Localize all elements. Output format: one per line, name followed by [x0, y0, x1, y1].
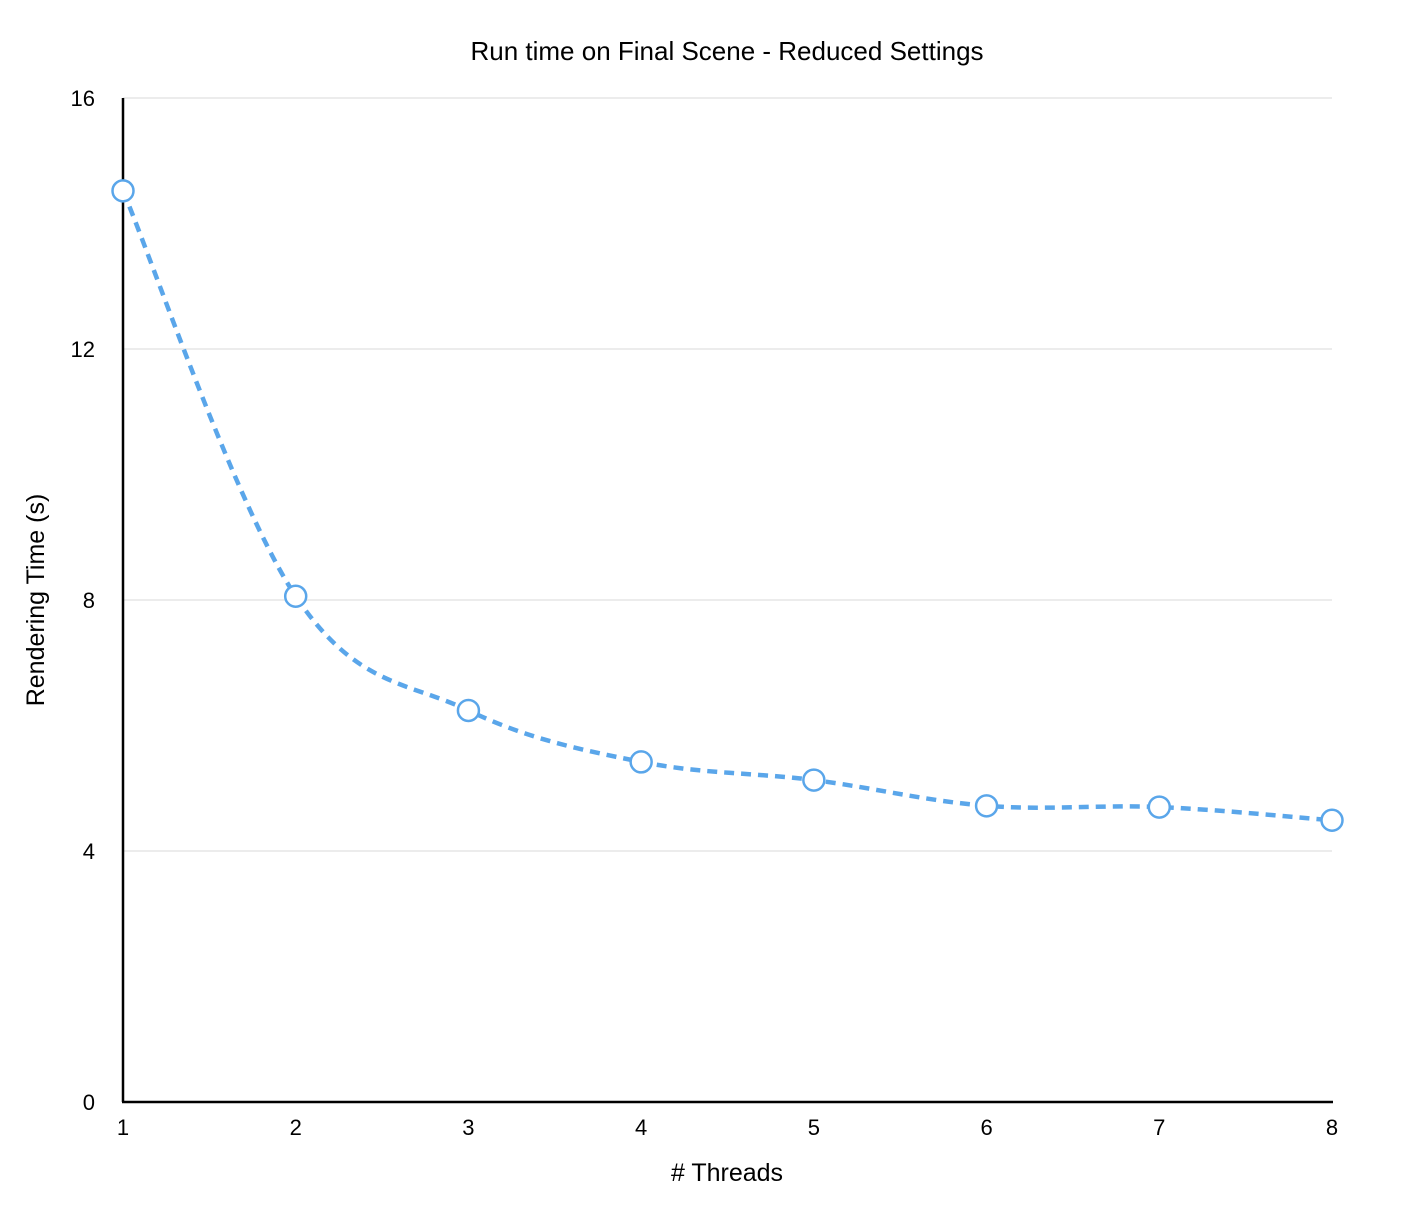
chart-title: Run time on Final Scene - Reduced Settin… [470, 36, 983, 66]
x-tick-label: 8 [1326, 1115, 1338, 1140]
y-tick-label: 4 [83, 839, 95, 864]
x-tick-label: 3 [462, 1115, 474, 1140]
x-tick-label: 6 [980, 1115, 992, 1140]
y-tick-label: 8 [83, 588, 95, 613]
x-axis-title: # Threads [671, 1159, 783, 1187]
data-point [802, 768, 826, 792]
y-tick-label: 16 [71, 86, 95, 111]
x-tick-label: 1 [117, 1115, 129, 1140]
data-point [1147, 795, 1172, 819]
series-group [111, 179, 1344, 833]
data-point [111, 179, 135, 203]
y-tick-labels: 0 4 8 12 16 [71, 86, 95, 1115]
y-tick-label: 0 [83, 1090, 95, 1115]
data-point [1320, 808, 1344, 833]
y-axis-title: Rendering Time (s) [22, 494, 50, 707]
gridlines [123, 97, 1332, 852]
y-tick-label: 12 [71, 337, 95, 362]
data-point [456, 698, 481, 723]
data-point [629, 750, 653, 774]
x-tick-label: 5 [808, 1115, 820, 1140]
series-line [120, 189, 1333, 823]
x-tick-label: 4 [635, 1115, 647, 1140]
data-point [283, 584, 308, 608]
x-tick-label: 7 [1153, 1115, 1165, 1140]
x-tick-labels: 1 2 3 4 5 6 7 8 [117, 1115, 1338, 1140]
data-point [974, 794, 999, 818]
x-tick-label: 2 [290, 1115, 302, 1140]
